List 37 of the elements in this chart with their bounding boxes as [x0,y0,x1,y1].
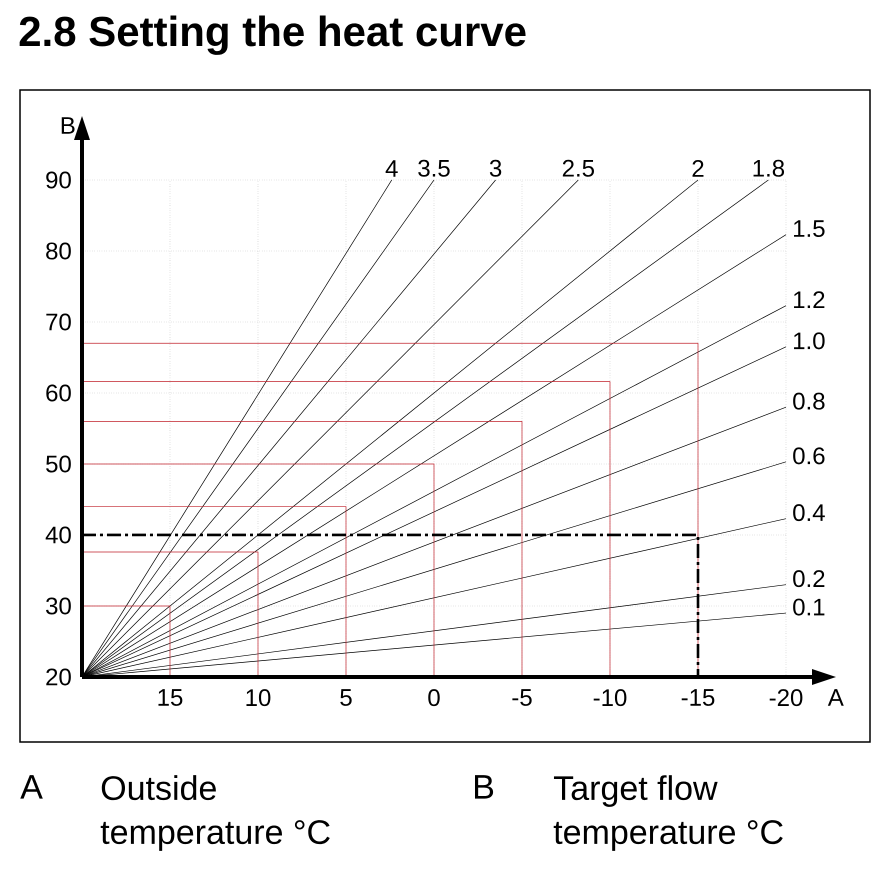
x-tick-label: 15 [158,689,182,706]
series-label: 0.2 [793,570,824,588]
series-label: 1.2 [794,291,824,308]
y-tick-label: 20 [46,668,71,686]
y-tick-label: 30 [46,597,71,614]
text: Target flow temperature °C [554,775,783,851]
series-label: 0.8 [793,392,825,410]
x-tick-label: 10 [246,689,270,706]
text: Outside temperature °C [100,775,330,851]
series-label: 2 [692,160,704,177]
series-label: 1.0 [794,332,825,350]
y-tick-label: 80 [46,242,71,260]
x-tick-label: -10 [594,689,626,706]
series-label: 0.4 [793,504,825,522]
text: B [475,775,494,799]
series-label: 3.5 [418,160,450,177]
x-tick-label: 0 [428,689,440,706]
series-label: 2.5 [562,160,594,177]
series-label: 0.6 [793,447,825,464]
series-label: 4 [386,160,398,177]
x-axis-title: A [828,689,844,706]
y-tick-label: 40 [46,526,71,544]
series-label: 1.8 [754,160,784,177]
x-tick-label: -20 [770,689,802,706]
y-tick-label: 50 [46,455,71,472]
series-label: 3 [490,160,502,177]
y-tick-label: 60 [46,384,71,402]
x-tick-label: -15 [682,689,714,706]
y-axis-title: B [62,117,75,134]
text: A [20,775,43,799]
x-tick-label: 5 [340,689,352,706]
y-tick-label: 70 [46,313,71,330]
chart-title: 2.8 Setting the heat curve [20,16,526,55]
y-tick-label: 90 [46,171,71,188]
series-label: 1.5 [794,220,825,238]
x-tick-label: -5 [512,689,532,706]
series-label: 0.1 [793,598,824,616]
